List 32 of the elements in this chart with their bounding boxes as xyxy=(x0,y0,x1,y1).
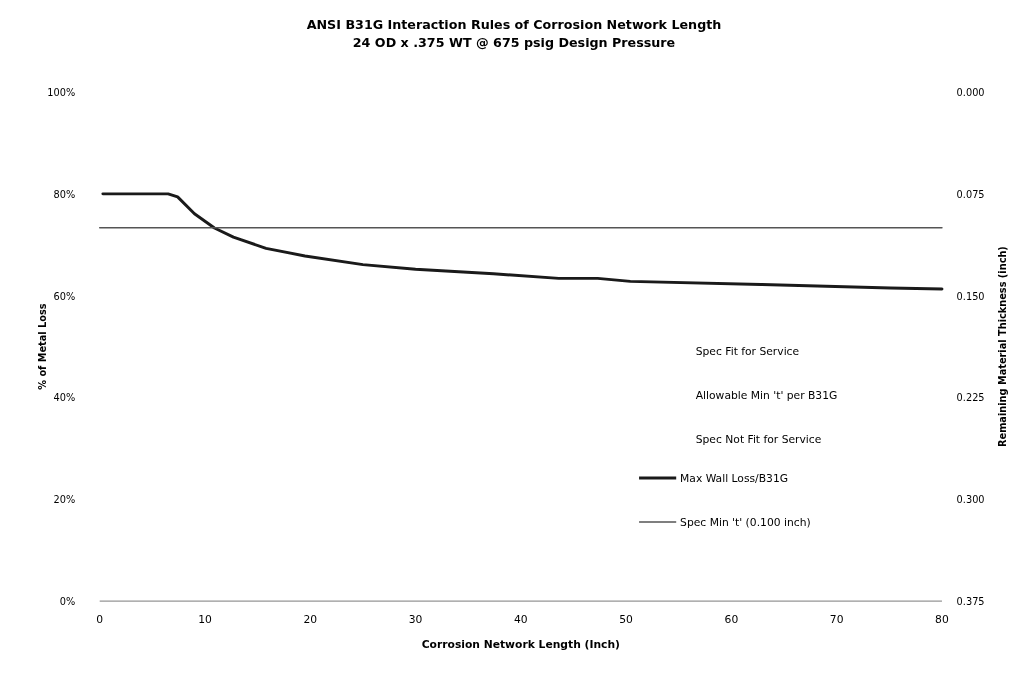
x-tick-label: 0 xyxy=(96,612,104,626)
x-tick-label: 80 xyxy=(935,612,949,626)
y-tick-label: 20% xyxy=(53,494,76,506)
y-tick-label: 100% xyxy=(47,86,76,98)
y2-tick-label: 0.150 xyxy=(956,290,985,302)
y2-axis-title: Remaining Material Thickness (inch) xyxy=(997,246,1009,447)
x-tick-label: 70 xyxy=(829,612,844,626)
x-tick-label: 50 xyxy=(619,612,634,626)
annotation: Spec Fit for Service xyxy=(695,344,800,358)
x-axis-title: Corrosion Network Length (Inch) xyxy=(421,638,620,652)
annotation: Spec Not Fit for Service xyxy=(695,432,822,446)
line-series xyxy=(101,192,944,291)
x-tick-label: 60 xyxy=(724,612,739,626)
y2-tick-label: 0.075 xyxy=(956,188,985,200)
x-tick-label: 30 xyxy=(408,612,423,626)
x-tick-label: 20 xyxy=(303,612,318,626)
y2-tick-label: 0.375 xyxy=(956,596,985,608)
y-tick-label: 40% xyxy=(53,392,76,404)
chart-title: ANSI B31G Interaction Rules of Corrosion Network Length xyxy=(306,17,722,33)
y-tick-label: 60% xyxy=(53,290,76,302)
y2-tick-label: 0.300 xyxy=(956,494,985,506)
y2-tick-label: 0.225 xyxy=(956,392,985,404)
legend-label: Max Wall Loss/B31G xyxy=(680,471,789,485)
y-axis-title: % of Metal Loss xyxy=(36,303,48,390)
annotation: Allowable Min 't' per B31G xyxy=(695,388,838,402)
x-tick-label: 10 xyxy=(198,612,212,626)
x-tick-label: 40 xyxy=(514,612,528,626)
chart-subtitle: 24 OD x .375 WT @ 675 psig Design Pressure xyxy=(352,35,676,51)
legend-label: Spec Min 't' (0.100 inch) xyxy=(680,515,811,529)
y-tick-label: 80% xyxy=(53,188,76,200)
y-tick-label: 0% xyxy=(59,596,76,608)
y2-tick-label: 0.000 xyxy=(956,86,985,98)
